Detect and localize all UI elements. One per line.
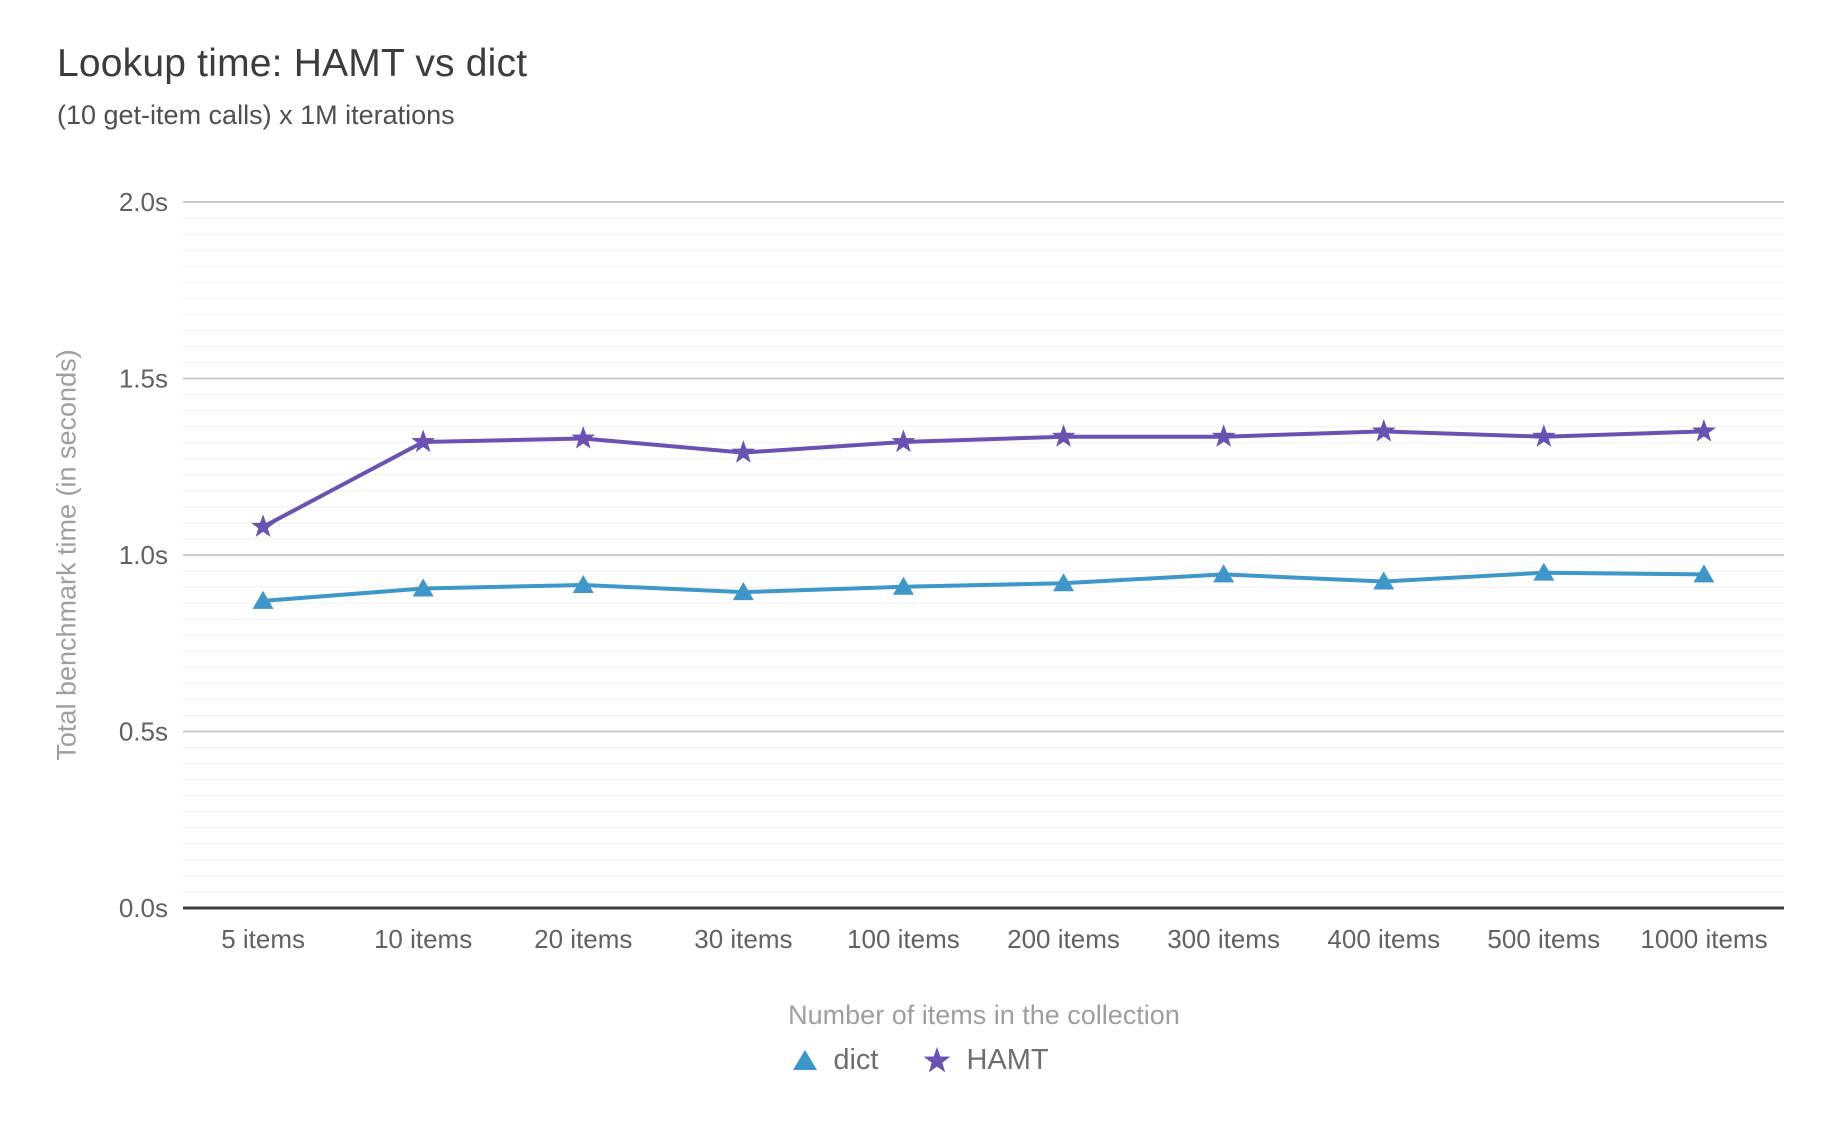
y-tick-label: 1.5s [119,364,168,394]
data-point-dict-400-items[interactable] [1373,571,1395,590]
chart-title: Lookup time: HAMT vs dict [57,42,528,85]
data-point-HAMT-30-items[interactable] [731,440,756,463]
data-point-dict-30-items[interactable] [732,582,754,601]
data-point-dict-300-items[interactable] [1213,564,1235,583]
x-tick-label: 30 items [694,924,792,954]
data-point-HAMT-1000-items[interactable] [1692,418,1716,442]
y-tick-label: 1.0s [119,540,168,570]
legend-label-hamt: HAMT [966,1044,1049,1076]
x-tick-label: 400 items [1327,924,1440,954]
x-tick-label: 200 items [1007,924,1120,954]
x-tick-label: 20 items [534,924,632,954]
data-point-dict-20-items[interactable] [572,575,594,593]
legend-marker-shape [924,1046,951,1072]
y-tick-label: 0.5s [119,717,168,747]
legend: dict HAMT [0,1044,1840,1077]
data-point-HAMT-300-items[interactable] [1211,424,1236,447]
data-point-dict-100-items[interactable] [892,576,914,595]
chart-subtitle: (10 get-item calls) x 1M iterations [57,100,455,130]
data-point-HAMT-100-items[interactable] [891,429,916,453]
x-tick-label: 100 items [847,924,960,954]
x-axis-title: Number of items in the collection [788,1000,1180,1030]
dict-triangle-marker-icon [793,1049,818,1070]
x-tick-label: 5 items [221,924,305,954]
data-point-HAMT-200-items[interactable] [1051,424,1076,447]
series-line-dict [261,570,1706,603]
x-tick-label: 1000 items [1640,924,1767,954]
data-point-dict-200-items[interactable] [1053,573,1075,592]
y-tick-label: 0.0s [119,893,168,923]
data-point-HAMT-500-items[interactable] [1531,424,1556,447]
x-tick-label: 500 items [1487,924,1600,954]
data-point-HAMT-20-items[interactable] [571,426,596,449]
data-point-HAMT-400-items[interactable] [1371,418,1396,442]
data-point-dict-500-items[interactable] [1533,562,1555,581]
data-point-dict-10-items[interactable] [412,578,434,597]
x-tick-label: 300 items [1167,924,1280,954]
y-axis-title: Total benchmark time (in seconds) [51,349,82,761]
data-point-HAMT-10-items[interactable] [411,429,436,453]
data-point-dict-1000-items[interactable] [1693,564,1715,583]
data-point-HAMT-5-items[interactable] [251,514,275,537]
hamt-star-marker-icon [924,1046,951,1072]
series-line-HAMT [261,429,1706,529]
data-point-dict-5-items[interactable] [252,590,274,609]
x-tick-label: 10 items [374,924,472,954]
legend-item-hamt[interactable]: HAMT [922,1044,1049,1077]
legend-marker-shape [793,1049,818,1070]
legend-item-dict[interactable]: dict [791,1044,878,1077]
legend-label-dict: dict [833,1044,879,1076]
y-tick-label: 2.0s [119,187,168,217]
